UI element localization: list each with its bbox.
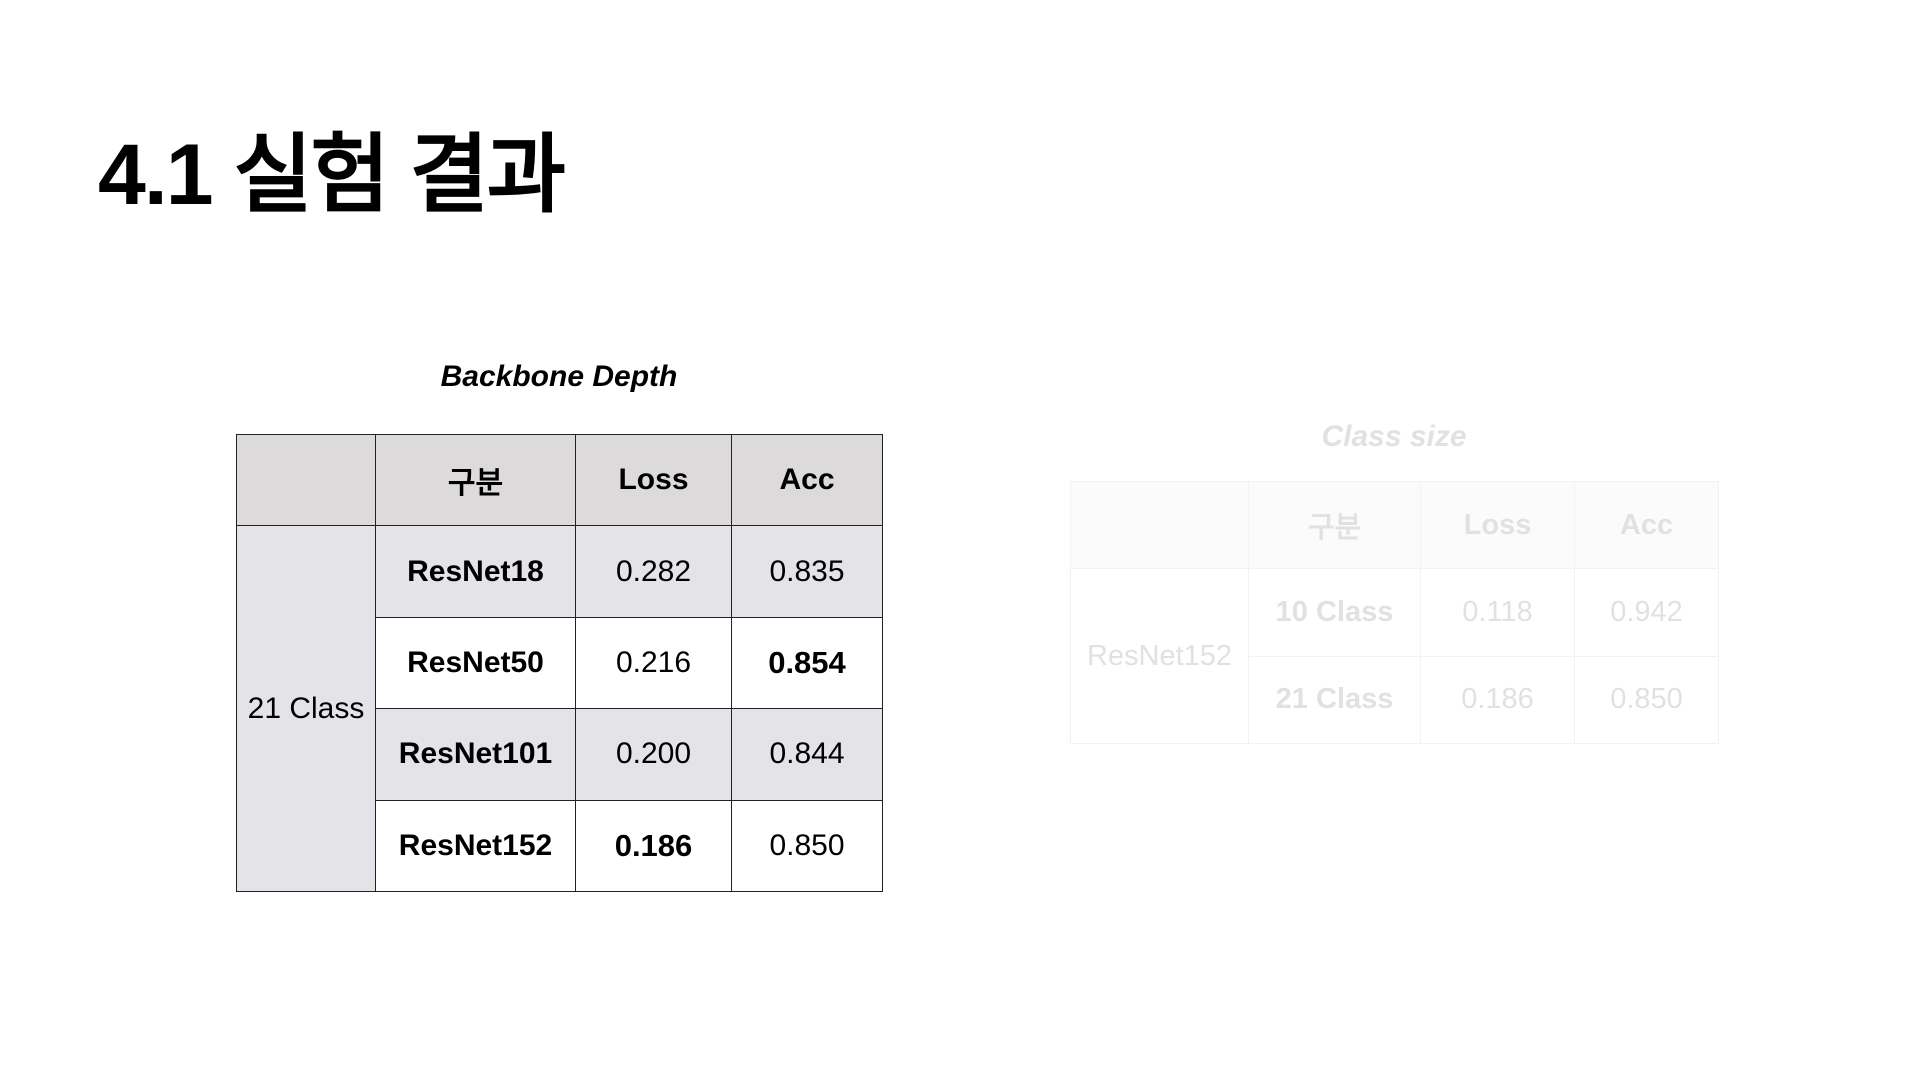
class-count-cell: 21 Class xyxy=(1248,655,1421,745)
loss-cell-best: 0.186 xyxy=(575,799,732,893)
group-label-cell: 21 Class xyxy=(236,525,376,892)
model-name-cell: ResNet18 xyxy=(375,525,576,618)
depth-table-caption: Backbone Depth xyxy=(440,360,678,393)
acc-cell-best: 0.854 xyxy=(731,616,883,710)
header-cell-category: 구분 xyxy=(1248,480,1421,570)
acc-cell: 0.850 xyxy=(1574,655,1719,745)
loss-cell: 0.118 xyxy=(1420,568,1575,657)
acc-cell: 0.850 xyxy=(731,799,883,893)
loss-cell: 0.282 xyxy=(575,525,732,618)
header-cell-loss: Loss xyxy=(575,433,732,527)
group-label-cell: ResNet152 xyxy=(1070,568,1249,744)
table-row: ResNet152 10 Class 0.118 0.942 xyxy=(1070,568,1719,744)
header-cell-acc: Acc xyxy=(731,433,883,527)
loss-cell: 0.216 xyxy=(575,616,732,710)
table-header-row: 구분 Loss Acc xyxy=(1070,480,1719,570)
table-row: ResNet152 0.186 0.850 xyxy=(237,799,883,893)
class-size-results-table: 구분 Loss Acc ResNet152 10 Class 0.118 0.9… xyxy=(1070,480,1719,745)
table-row: 21 Class ResNet18 0.282 0.835 xyxy=(236,525,883,892)
table-header-row: 구분 Loss Acc xyxy=(236,433,883,527)
header-cell-category: 구분 xyxy=(375,433,576,527)
loss-cell: 0.186 xyxy=(1420,655,1575,745)
loss-cell: 0.200 xyxy=(575,708,732,801)
acc-cell: 0.942 xyxy=(1574,568,1719,657)
acc-cell: 0.844 xyxy=(731,708,883,801)
page-title: 4.1 실험 결과 xyxy=(98,127,566,223)
class-table-caption: Class size xyxy=(1321,420,1467,453)
class-count-cell: 10 Class xyxy=(1248,568,1421,657)
model-name-cell: ResNet101 xyxy=(375,708,576,801)
table-row: ResNet101 0.200 0.844 xyxy=(237,708,883,801)
header-cell-acc: Acc xyxy=(1574,480,1719,570)
model-name-cell: ResNet152 xyxy=(375,799,576,893)
header-cell-empty xyxy=(1070,480,1249,570)
model-name-cell: ResNet50 xyxy=(375,616,576,710)
depth-results-table: 구분 Loss Acc 21 Class ResNet18 0.282 0.83… xyxy=(236,433,883,893)
acc-cell: 0.835 xyxy=(731,525,883,618)
header-cell-loss: Loss xyxy=(1420,480,1575,570)
table-row: ResNet50 0.216 0.854 xyxy=(237,616,883,710)
header-cell-empty xyxy=(236,433,376,527)
table-row: 21 Class 0.186 0.850 xyxy=(1071,655,1719,745)
